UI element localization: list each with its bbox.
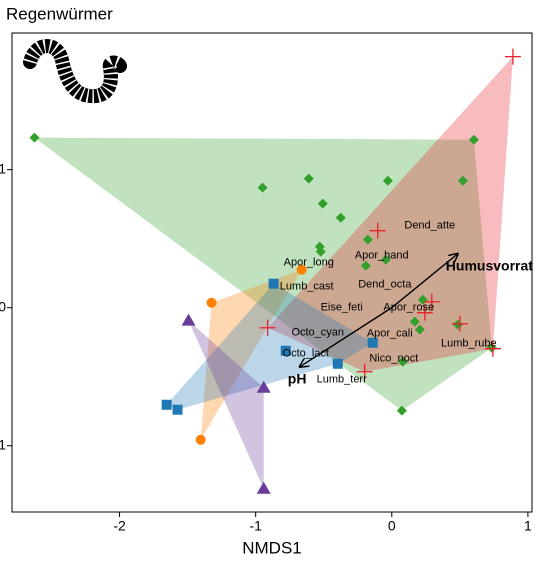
- point: [182, 314, 196, 326]
- point: [29, 133, 39, 143]
- x-tick-label: -1: [249, 518, 262, 534]
- species-label: Nico_noct: [369, 353, 418, 365]
- species-label: Dend_atte: [404, 220, 455, 232]
- species-label: Octo_lact: [283, 348, 329, 360]
- chart: Regenwürmer NMDS1 Dend_atte Apor_long Apor…: [0, 0, 538, 563]
- y-tick-label: -1: [0, 436, 6, 452]
- y-tick-label: 0: [0, 298, 6, 314]
- species-label: Octo_cyan: [291, 327, 344, 339]
- chart-title: Regenwürmer: [6, 4, 113, 23]
- species-label: Apor_cali: [367, 328, 413, 340]
- species-label: Eise_feti: [321, 302, 363, 314]
- x-tick-label: 1: [524, 518, 532, 534]
- x-axis-label: NMDS1: [242, 538, 302, 557]
- species-label: Lumb_cast: [280, 281, 334, 293]
- point: [207, 298, 217, 308]
- point: [173, 405, 183, 415]
- worm-icon: [30, 46, 120, 96]
- point: [162, 400, 172, 410]
- x-tick-label: 0: [388, 518, 396, 534]
- point: [505, 49, 521, 65]
- point: [196, 435, 206, 445]
- x-tick-label: -2: [113, 518, 126, 534]
- vector-label: pH: [288, 370, 307, 386]
- species-label: Apor_long: [284, 257, 334, 269]
- hulls: [34, 57, 512, 489]
- species-label: Apor_hand: [355, 250, 409, 262]
- vector-label: Humusvorrat: [446, 257, 533, 273]
- point: [269, 279, 279, 289]
- species-label: Lumb_rube: [441, 338, 497, 350]
- species-label: Lumb_terr: [317, 374, 367, 386]
- point: [257, 482, 271, 494]
- y-tick-label: 1: [0, 160, 6, 176]
- species-label: Dend_octa: [358, 279, 412, 291]
- point: [333, 359, 343, 369]
